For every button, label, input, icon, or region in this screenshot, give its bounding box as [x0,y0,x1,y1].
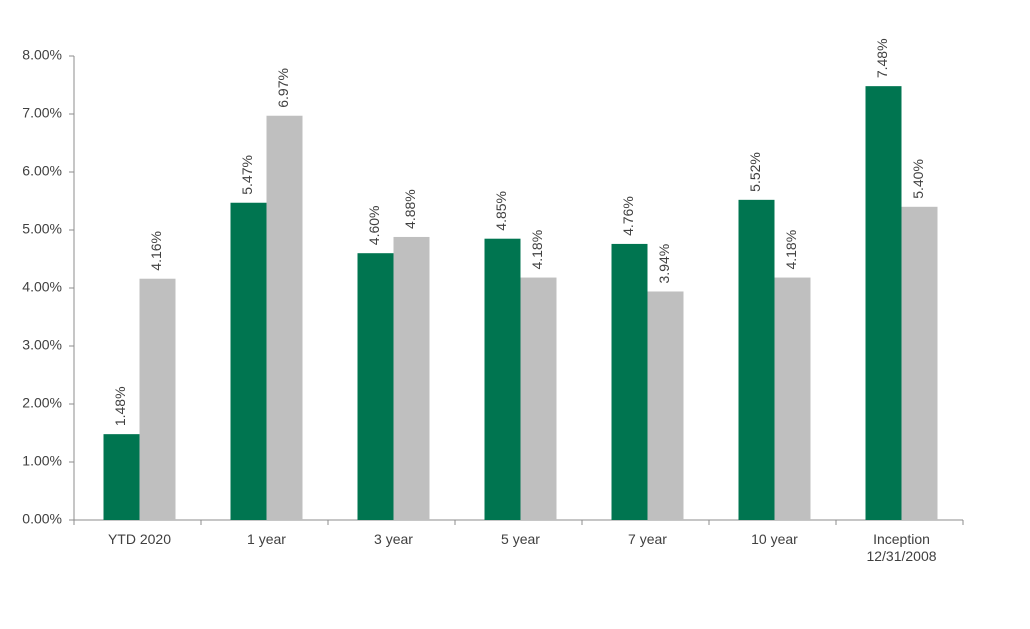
y-tick-label: 0.00% [22,511,62,527]
bar [103,434,140,520]
value-label: 4.85% [493,191,509,231]
y-tick-label: 7.00% [22,105,62,121]
bar [393,236,430,520]
bar [901,206,938,521]
value-label: 3.94% [656,244,672,284]
value-label: 4.18% [529,230,545,270]
bar [230,202,267,521]
x-tick-label: 7 year [628,531,667,547]
value-label: 6.97% [275,68,291,108]
bar [738,199,775,520]
bar [139,278,176,520]
bar [611,243,648,521]
bar [484,238,521,520]
bar [357,253,394,520]
x-tick-label: 10 year [751,531,798,547]
y-tick-label: 1.00% [22,453,62,469]
value-label: 4.88% [402,189,418,229]
x-tick-label: Inception 12/31/2008 [866,531,937,564]
value-label: 5.40% [910,159,926,199]
y-tick-label: 8.00% [22,47,62,63]
y-tick-label: 6.00% [22,163,62,179]
bar [647,291,684,520]
x-tick-label: 3 year [374,531,413,547]
y-tick-label: 3.00% [22,337,62,353]
x-tick-label: 5 year [501,531,540,547]
bar [774,277,811,520]
y-tick-label: 4.00% [22,279,62,295]
value-label: 4.76% [620,196,636,236]
value-label: 5.52% [747,152,763,192]
x-tick-label: YTD 2020 [107,531,172,547]
y-tick-label: 5.00% [22,221,62,237]
x-tick-label: 1 year [247,531,286,547]
y-tick-label: 2.00% [22,395,62,411]
bar [266,115,303,521]
value-label: 4.60% [366,205,382,245]
value-label: 1.48% [112,386,128,426]
bar [865,86,902,520]
bar [520,277,557,520]
value-label: 5.47% [239,155,255,195]
value-label: 4.16% [148,231,164,271]
value-label: 7.48% [874,38,890,78]
value-label: 4.18% [783,230,799,270]
